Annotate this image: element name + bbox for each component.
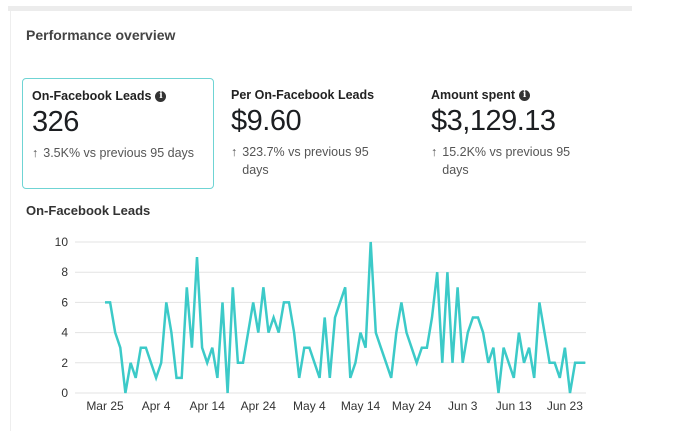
y-tick-label: 2 xyxy=(61,356,68,370)
y-tick-label: 4 xyxy=(61,326,68,340)
series-line xyxy=(105,242,585,393)
x-tick-label: Jun 13 xyxy=(496,399,532,413)
x-tick-label: Apr 24 xyxy=(241,399,277,413)
y-tick-label: 8 xyxy=(61,265,68,279)
x-tick-label: May 14 xyxy=(341,399,381,413)
x-tick-label: May 4 xyxy=(293,399,326,413)
x-tick-label: Mar 25 xyxy=(86,399,124,413)
y-tick-label: 10 xyxy=(55,235,69,249)
x-tick-label: Jun 3 xyxy=(448,399,478,413)
x-tick-label: May 24 xyxy=(392,399,432,413)
x-tick-label: Apr 14 xyxy=(190,399,226,413)
y-tick-label: 0 xyxy=(61,386,68,400)
x-tick-label: Apr 4 xyxy=(142,399,171,413)
x-tick-label: Jun 23 xyxy=(547,399,583,413)
y-tick-label: 6 xyxy=(61,295,68,309)
